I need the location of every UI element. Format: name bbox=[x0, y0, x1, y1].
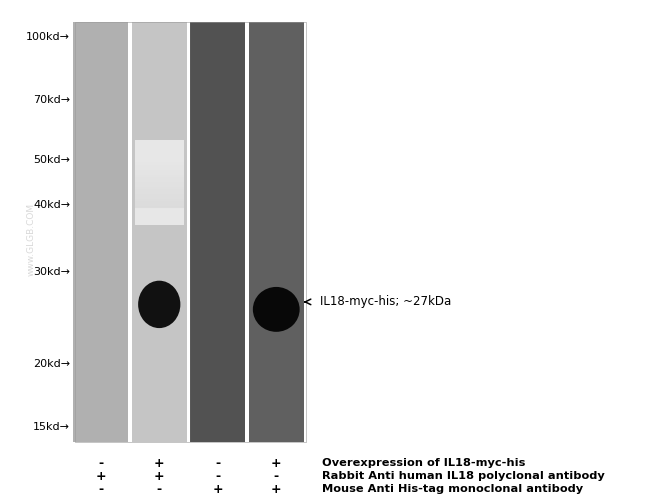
Bar bbox=[75, 22, 306, 442]
Text: 50kd→: 50kd→ bbox=[33, 155, 70, 165]
Text: 70kd→: 70kd→ bbox=[33, 95, 70, 105]
Text: +: + bbox=[154, 470, 164, 483]
Text: Mouse Anti His-tag monoclonal antibody: Mouse Anti His-tag monoclonal antibody bbox=[322, 484, 583, 494]
Text: +: + bbox=[154, 457, 164, 470]
Text: IL18-myc-his; ~27kDa: IL18-myc-his; ~27kDa bbox=[320, 295, 451, 308]
Bar bbox=[73, 22, 129, 442]
Text: -: - bbox=[215, 457, 220, 470]
Text: www.GLGB.COM: www.GLGB.COM bbox=[27, 203, 36, 276]
Ellipse shape bbox=[253, 287, 300, 332]
Text: +: + bbox=[271, 483, 281, 496]
Bar bbox=[131, 22, 187, 442]
Text: 15kd→: 15kd→ bbox=[33, 422, 70, 432]
Text: 20kd→: 20kd→ bbox=[33, 359, 70, 369]
Bar bbox=[190, 22, 246, 442]
Bar bbox=[248, 22, 304, 442]
Text: -: - bbox=[157, 483, 162, 496]
Text: +: + bbox=[96, 470, 106, 483]
Text: +: + bbox=[213, 483, 223, 496]
Text: -: - bbox=[274, 470, 279, 483]
Text: 100kd→: 100kd→ bbox=[26, 32, 70, 42]
Text: -: - bbox=[98, 483, 103, 496]
Text: Overexpression of IL18-myc-his: Overexpression of IL18-myc-his bbox=[322, 458, 525, 468]
Text: 40kd→: 40kd→ bbox=[33, 200, 70, 210]
Text: -: - bbox=[98, 457, 103, 470]
Ellipse shape bbox=[138, 280, 181, 328]
Text: 30kd→: 30kd→ bbox=[33, 267, 70, 277]
Text: -: - bbox=[215, 470, 220, 483]
Text: +: + bbox=[271, 457, 281, 470]
Text: Rabbit Anti human IL18 polyclonal antibody: Rabbit Anti human IL18 polyclonal antibo… bbox=[322, 471, 604, 481]
